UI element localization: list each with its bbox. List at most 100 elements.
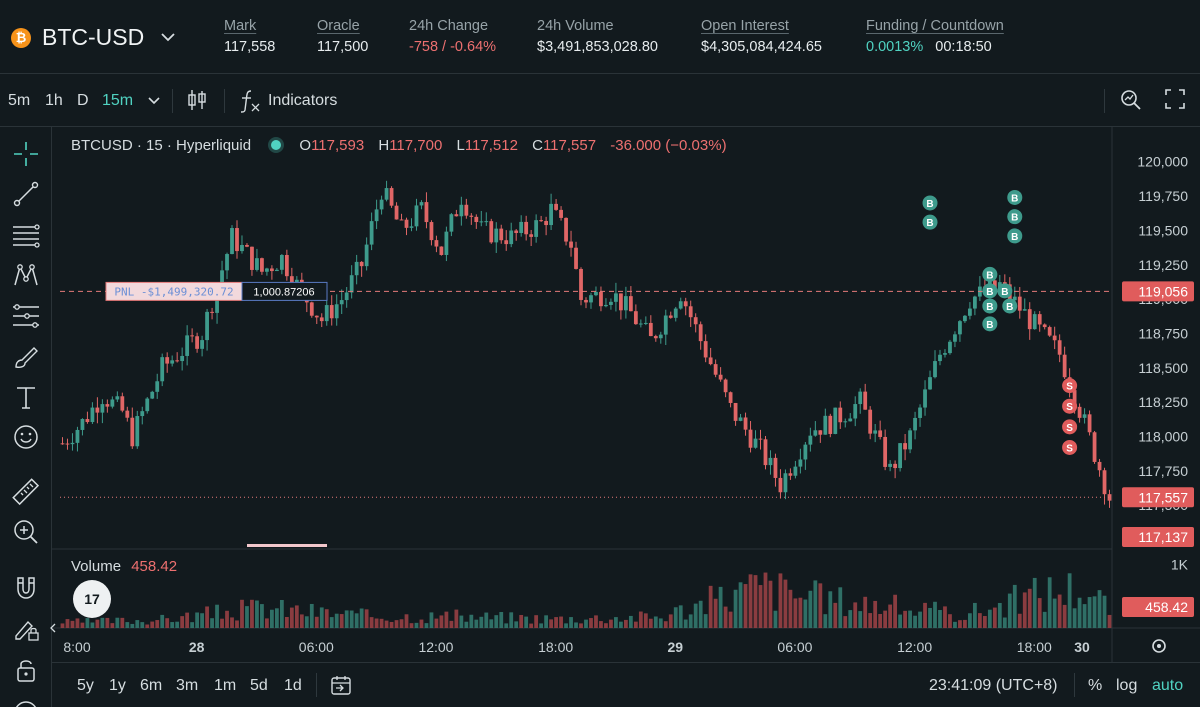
- candles-icon[interactable]: [186, 88, 208, 112]
- range-3m[interactable]: 3m: [176, 677, 199, 694]
- visibility-tool[interactable]: [10, 691, 42, 707]
- indicators-button[interactable]: Indicators: [268, 92, 338, 109]
- candle-body: [454, 214, 459, 217]
- candle-body: [339, 300, 344, 305]
- candle-body: [414, 205, 419, 227]
- fib-tool[interactable]: [10, 219, 42, 251]
- range-5y[interactable]: 5y: [77, 677, 94, 694]
- candle-body: [509, 230, 514, 245]
- lock-drawing-tool[interactable]: [10, 612, 42, 644]
- volume-bar: [623, 619, 628, 628]
- volume-bar: [648, 618, 653, 628]
- candle-body: [668, 315, 673, 318]
- range-6m[interactable]: 6m: [140, 677, 163, 694]
- volume-bar: [489, 619, 494, 628]
- measure-tool[interactable]: [10, 476, 42, 508]
- trendline-tool[interactable]: [10, 178, 42, 210]
- volume-bar: [1102, 595, 1107, 628]
- candle-body: [190, 335, 195, 337]
- brush-tool[interactable]: [10, 341, 42, 373]
- chart-toolbar: 5m 1h D 15m Indicators: [0, 75, 1200, 127]
- position-size-label: 1,000.87206: [253, 286, 314, 298]
- emoji-tool[interactable]: [10, 421, 42, 453]
- chevron-down-icon[interactable]: [160, 30, 176, 44]
- interval-1h[interactable]: 1h: [45, 92, 63, 109]
- time-tick-label: 8:00: [63, 639, 90, 655]
- log-scale-toggle[interactable]: log: [1116, 677, 1138, 694]
- volume-bar: [1042, 611, 1047, 628]
- calendar-icon[interactable]: [330, 674, 352, 696]
- candle-body: [120, 396, 125, 411]
- tradingview-logo[interactable]: 17: [73, 580, 111, 618]
- oracle-stat: Oracle 117,500: [317, 18, 368, 55]
- volume-bar: [933, 601, 937, 628]
- volume-bar: [668, 614, 673, 628]
- volume-bar: [888, 604, 893, 628]
- candle-body: [968, 308, 972, 316]
- pattern-tool[interactable]: [10, 259, 42, 291]
- candle-body: [678, 301, 683, 309]
- range-5d[interactable]: 5d: [250, 677, 268, 694]
- candle-body: [708, 357, 713, 365]
- volume-bar: [384, 620, 389, 628]
- candle-body: [1042, 324, 1047, 328]
- candle-body: [788, 473, 793, 476]
- volume-bar: [160, 614, 165, 628]
- sell-marker: [1062, 419, 1078, 435]
- pair-selector[interactable]: BTC-USD: [42, 24, 145, 50]
- volume-bar: [230, 617, 234, 628]
- forecast-tool[interactable]: [10, 300, 42, 332]
- volume-bar: [808, 590, 813, 628]
- candle-body: [75, 429, 80, 443]
- volume-bar: [484, 612, 489, 628]
- volume-bar: [818, 583, 823, 628]
- candle-body: [65, 443, 70, 445]
- volume-bar: [1107, 614, 1112, 628]
- volume-bar: [449, 620, 454, 628]
- settings-icon[interactable]: [1152, 639, 1166, 653]
- auto-scale-toggle[interactable]: auto: [1152, 677, 1184, 694]
- interval-d[interactable]: D: [77, 92, 89, 109]
- magnet-tool[interactable]: [10, 572, 42, 604]
- funding-label: Funding / Countdown: [866, 18, 1004, 34]
- candle-body: [549, 203, 553, 226]
- volume-bar: [698, 600, 703, 628]
- legend-high: 117,700: [389, 137, 443, 154]
- price-marker-label: 117,137: [1138, 529, 1188, 545]
- buy-marker-label: B: [986, 302, 993, 313]
- candle-body: [623, 296, 628, 311]
- fullscreen-icon[interactable]: [1164, 88, 1186, 110]
- collapse-arrow-icon[interactable]: [50, 623, 56, 633]
- range-1d[interactable]: 1d: [284, 677, 302, 694]
- percent-scale-toggle[interactable]: %: [1088, 677, 1103, 694]
- volume-bar: [354, 613, 359, 628]
- volume-bar: [833, 602, 838, 628]
- volume-bar: [135, 620, 140, 628]
- lock-all-tool[interactable]: [10, 654, 42, 686]
- candle-body: [85, 419, 90, 423]
- function-icon[interactable]: [238, 88, 262, 114]
- interval-5m[interactable]: 5m: [8, 92, 31, 109]
- sell-marker: [1062, 439, 1078, 455]
- chart-clock[interactable]: 23:41:09 (UTC+8): [929, 677, 1058, 694]
- candle-body: [499, 228, 504, 241]
- volume-bar: [1067, 573, 1072, 628]
- candle-body: [579, 268, 583, 300]
- volume-bar: [494, 615, 499, 628]
- text-tool[interactable]: [10, 381, 42, 413]
- zoom-tool[interactable]: [10, 516, 42, 548]
- volume-bar: [604, 623, 608, 628]
- interval-15m[interactable]: 15m: [102, 92, 134, 109]
- interval-chevron-down-icon[interactable]: [147, 95, 161, 107]
- time-tick-label: 29: [668, 639, 684, 655]
- candle-body: [145, 398, 150, 412]
- range-1m[interactable]: 1m: [214, 677, 237, 694]
- range-1y[interactable]: 1y: [109, 677, 126, 694]
- candle-body: [888, 463, 893, 467]
- search-chart-icon[interactable]: [1119, 88, 1143, 112]
- candle-body: [274, 269, 279, 272]
- legend-open: 117,593: [311, 137, 365, 154]
- candle-body: [763, 439, 768, 466]
- crosshair-tool[interactable]: [10, 138, 42, 170]
